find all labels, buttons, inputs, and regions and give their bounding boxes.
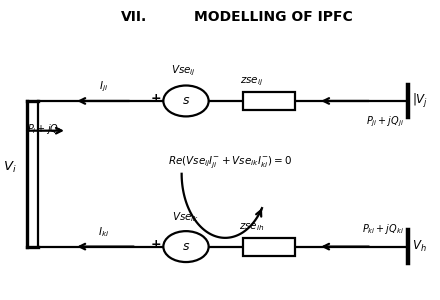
Text: $I_{ji}$: $I_{ji}$ <box>99 79 108 94</box>
Bar <box>242 92 295 110</box>
Text: $V_i$: $V_i$ <box>3 160 16 176</box>
Text: $P_{ki}+jQ_{ki}$: $P_{ki}+jQ_{ki}$ <box>362 222 404 236</box>
Text: MODELLING OF IPFC: MODELLING OF IPFC <box>194 10 352 24</box>
Text: $zse_{ih}$: $zse_{ih}$ <box>238 221 264 233</box>
Text: VII.: VII. <box>121 10 147 24</box>
Text: $Re(Vse_{ij}I_{ji}^{-}+Vse_{ik}I_{ki}^{-})=0$: $Re(Vse_{ij}I_{ji}^{-}+Vse_{ik}I_{ki}^{-… <box>168 154 292 170</box>
Text: +: + <box>151 238 161 251</box>
Text: $|V_j$: $|V_j$ <box>412 92 429 110</box>
Bar <box>242 238 295 256</box>
Text: $s$: $s$ <box>182 240 190 253</box>
Text: $s$: $s$ <box>182 94 190 107</box>
Circle shape <box>163 231 209 262</box>
Text: $-$: $-$ <box>209 240 220 250</box>
Text: $zse_{ij}$: $zse_{ij}$ <box>240 75 263 88</box>
Circle shape <box>163 85 209 116</box>
Text: $-$: $-$ <box>209 94 220 104</box>
Text: $P_{ji}+jQ_{ji}$: $P_{ji}+jQ_{ji}$ <box>366 114 404 129</box>
Text: $Vse_{ij}$: $Vse_{ij}$ <box>171 64 196 78</box>
Text: +: + <box>151 92 161 105</box>
Text: $I_{ki}$: $I_{ki}$ <box>98 225 109 239</box>
Text: $Vse_{ik}$: $Vse_{ik}$ <box>172 210 200 224</box>
Text: $V_h$: $V_h$ <box>412 239 427 254</box>
Text: $P_i+jQ_i$: $P_i+jQ_i$ <box>27 122 61 136</box>
